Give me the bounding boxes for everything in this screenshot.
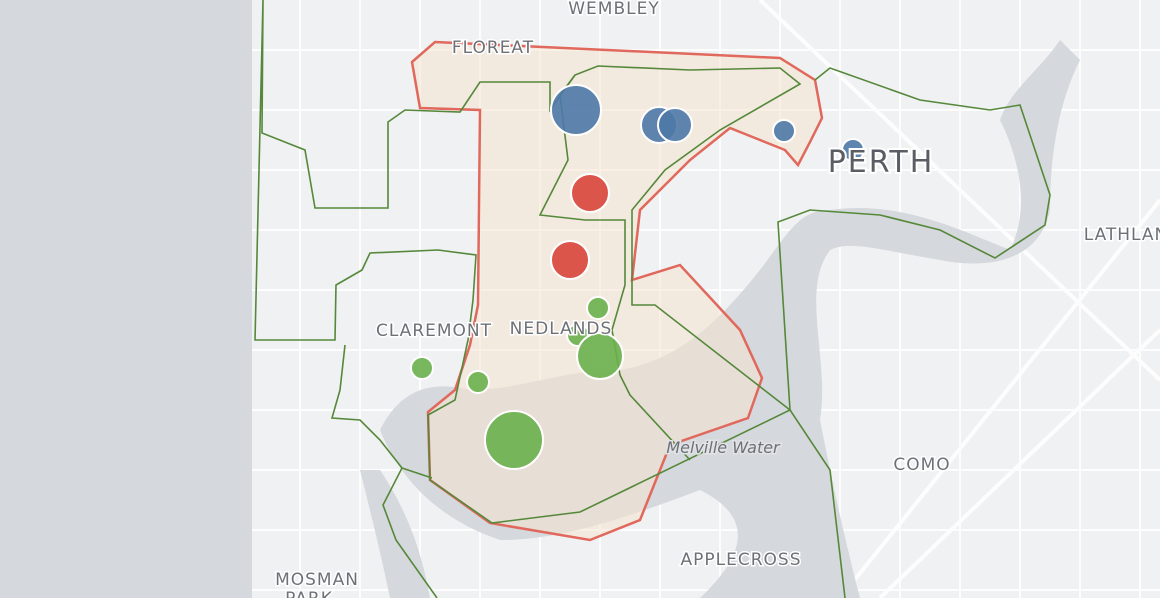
place-label: NEDLANDS — [510, 319, 613, 339]
ocean — [0, 0, 252, 598]
marker — [576, 332, 624, 380]
marker — [550, 240, 590, 280]
water-label: Melville Water — [666, 438, 781, 457]
green-boundaries — [254, 0, 1051, 598]
place-label: MOSMAN — [275, 570, 359, 590]
place-label: LATHLAN — [1084, 225, 1160, 245]
place-label: PARK — [285, 589, 333, 598]
marker — [570, 173, 610, 213]
place-label: COMO — [893, 455, 950, 475]
marker — [657, 107, 693, 143]
place-label: WEMBLEY — [568, 0, 659, 19]
river-inlet — [360, 470, 430, 598]
marker — [550, 84, 602, 136]
place-label: APPLECROSS — [681, 550, 802, 570]
place-label: FLOREAT — [452, 38, 534, 58]
marker — [586, 296, 610, 320]
markers — [410, 84, 865, 470]
place-label: CLAREMONT — [376, 321, 492, 341]
marker — [772, 119, 796, 143]
marker — [841, 138, 865, 162]
marker — [410, 356, 434, 380]
city-label: PERTH — [828, 145, 935, 180]
marker — [466, 370, 490, 394]
marker — [484, 410, 544, 470]
